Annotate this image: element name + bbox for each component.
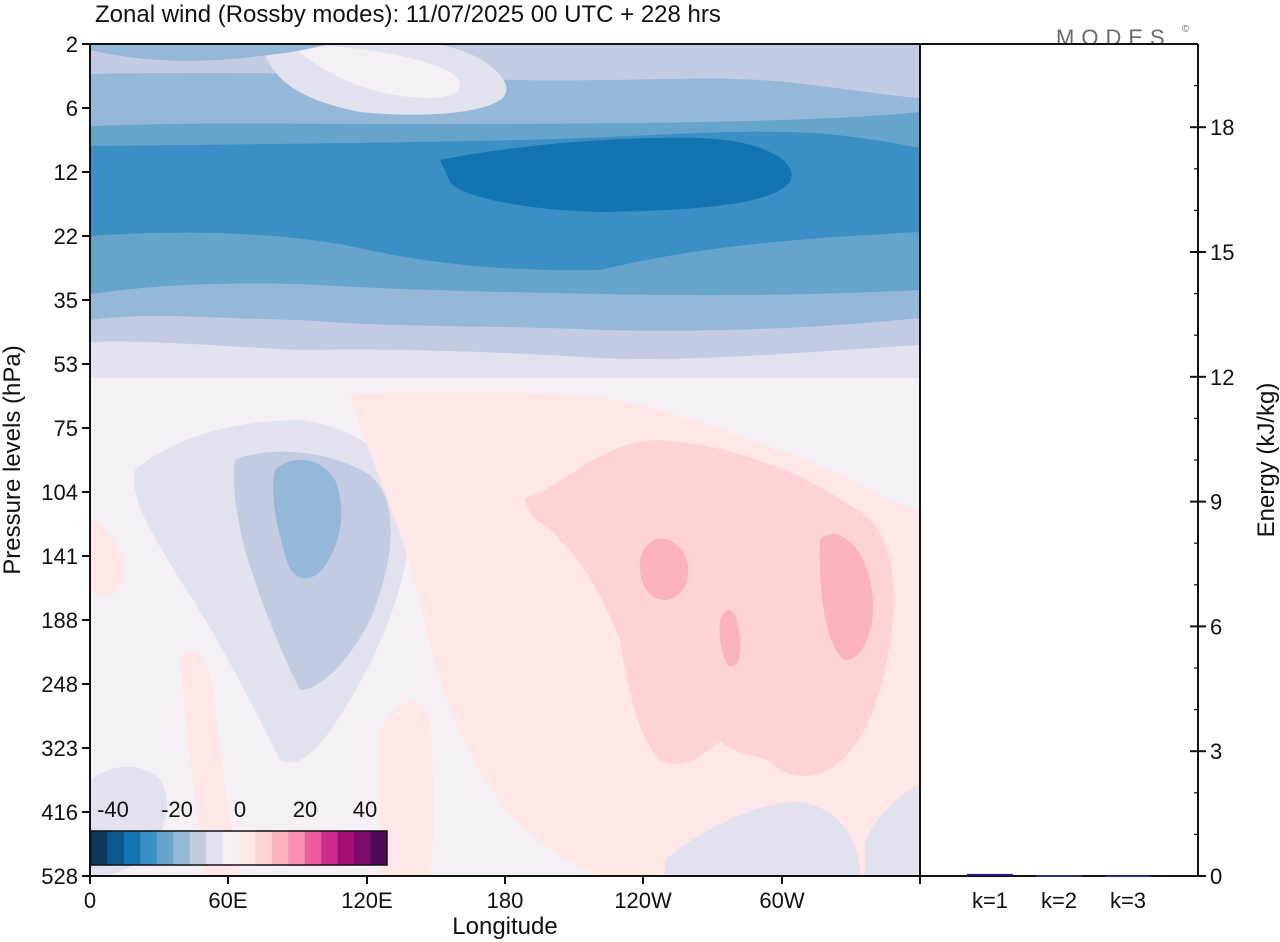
colorbar-cell (189, 831, 207, 865)
x-tick-label: 60E (208, 888, 247, 913)
colorbar-tick-label: -20 (161, 797, 193, 822)
energy-tick-label: 18 (1210, 115, 1234, 140)
colorbar-cell (239, 831, 256, 865)
y-tick-label: 528 (41, 864, 78, 889)
y-tick-label: 141 (41, 544, 78, 569)
colorbar-cell (206, 831, 223, 865)
energy-bar-k2 (1036, 875, 1082, 877)
energy-tick-label: 6 (1210, 614, 1222, 639)
colorbar-tick-label: 20 (293, 797, 317, 822)
colorbar-cell (222, 831, 240, 865)
colorbar-cell (321, 831, 339, 865)
brand-logo: MODES (1056, 25, 1172, 50)
bar-category-label: k=1 (972, 888, 1008, 913)
y-tick-label: 248 (41, 672, 78, 697)
y-tick-label: 75 (54, 416, 78, 441)
colorbar-cell (370, 831, 388, 865)
energy-bars (967, 873, 1151, 878)
bar-category-label: k=2 (1041, 888, 1077, 913)
y-tick-label: 12 (54, 160, 78, 185)
energy-bar-k3 (1105, 875, 1151, 878)
x-tick-label: 120W (614, 888, 672, 913)
bar-category-label: k=3 (1110, 888, 1146, 913)
y-tick-label: 6 (66, 96, 78, 121)
colorbar-cells (91, 831, 388, 865)
energy-y-axis: 0 3 6 9 12 15 18 (1190, 43, 1234, 889)
x-tick-label: 60W (759, 888, 804, 913)
colorbar-cell (173, 831, 191, 865)
colorbar-cell (337, 831, 355, 865)
contour-field (90, 44, 920, 876)
colorbar-cell (271, 831, 289, 865)
colorbar-cell (140, 831, 158, 865)
energy-tick-label: 0 (1210, 864, 1222, 889)
energy-panel: 0 3 6 9 12 15 18 k=1 k=2 k=3 Energy (kJ/kg) (920, 43, 1280, 913)
colorbar: -40 -20 0 20 40 (90, 797, 388, 866)
colorbar-tick-label: 0 (234, 797, 246, 822)
y-tick-label: 323 (41, 736, 78, 761)
colorbar-tick-label: 40 (353, 797, 377, 822)
colorbar-cell (304, 831, 322, 865)
y-tick-label: 416 (41, 800, 78, 825)
y-tick-label: 104 (41, 480, 78, 505)
energy-tick-label: 9 (1210, 490, 1222, 515)
colorbar-cell (156, 831, 174, 865)
colorbar-cell (288, 831, 306, 865)
energy-tick-label: 12 (1210, 365, 1234, 390)
energy-axis-label: Energy (kJ/kg) (1253, 383, 1280, 538)
y-axis-label: Pressure levels (hPa) (0, 345, 26, 574)
x-tick-label: 0 (84, 888, 96, 913)
energy-tick-label: 3 (1210, 739, 1222, 764)
y-tick-label: 53 (54, 352, 78, 377)
y-tick-label: 35 (54, 288, 78, 313)
colorbar-cell (123, 831, 141, 865)
colorbar-cell (91, 831, 108, 865)
x-axis-label: Longitude (452, 913, 557, 940)
y-axis-left: 2 6 12 22 35 53 75 104 141 188 248 323 4… (41, 32, 90, 889)
brand-copyright-mark: © (1182, 24, 1190, 35)
x-tick-label: 120E (341, 888, 392, 913)
colorbar-cell (107, 831, 125, 865)
chart-title: Zonal wind (Rossby modes): 11/07/2025 00… (95, 1, 721, 28)
x-tick-label: 180 (487, 888, 524, 913)
y-tick-label: 2 (66, 32, 78, 57)
y-tick-label: 22 (54, 224, 78, 249)
colorbar-cell (354, 831, 371, 865)
colorbar-cell (255, 831, 273, 865)
energy-tick-label: 15 (1210, 240, 1234, 265)
colorbar-tick-label: -40 (97, 797, 129, 822)
x-axis: 0 60E 120E 180 120W 60W (84, 876, 921, 913)
energy-bar-k1 (967, 873, 1013, 876)
y-tick-label: 188 (41, 608, 78, 633)
